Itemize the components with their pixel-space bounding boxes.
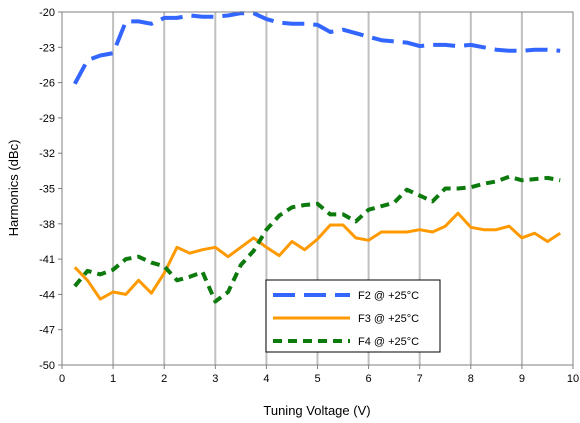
x-tick-label: 5 — [314, 373, 320, 385]
x-tick-label: 6 — [366, 373, 372, 385]
x-tick-label: 1 — [110, 373, 116, 385]
y-tick-label: -41 — [39, 254, 55, 266]
y-axis-ticks: -20 -23 -26 -29 -32 -35 -38 -41 -44 -47 -50 — [39, 7, 62, 372]
x-axis-label: Tuning Voltage (V) — [263, 403, 370, 418]
y-axis-label: Harmonics (dBc) — [6, 140, 21, 237]
plot-border — [61, 11, 574, 366]
y-tick-label: -26 — [39, 78, 55, 90]
series-lines — [73, 11, 562, 304]
series-line-4 — [73, 174, 561, 304]
x-tick-label: 4 — [263, 373, 269, 385]
x-tick-label: 9 — [519, 373, 525, 385]
y-tick-label: -44 — [39, 289, 55, 301]
legend-label-4: F4 @ +25°C — [358, 336, 419, 348]
legend-label-3: F3 @ +25°C — [358, 313, 419, 325]
x-axis-ticks: 0 1 2 3 4 5 6 7 8 9 10 — [59, 365, 579, 385]
x-tick-label: 0 — [59, 373, 65, 385]
y-tick-label: -20 — [39, 7, 55, 19]
y-tick-label: -32 — [39, 148, 55, 160]
y-tick-label: -35 — [39, 184, 55, 196]
x-tick-label: 10 — [567, 373, 579, 385]
y-tick-label: -23 — [39, 42, 55, 54]
series-line-3 — [73, 211, 562, 301]
y-tick-label: -50 — [39, 360, 55, 372]
legend: F2 @ +25°C F3 @ +25°C F4 @ +25°C — [265, 279, 441, 353]
series-line-2 — [73, 11, 561, 85]
legend-label-2: F2 @ +25°C — [358, 290, 419, 302]
y-tick-label: -29 — [39, 113, 55, 125]
x-tick-label: 2 — [161, 373, 167, 385]
x-tick-label: 7 — [417, 373, 423, 385]
y-tick-label: -38 — [39, 219, 55, 231]
y-tick-label: -47 — [39, 325, 55, 337]
x-tick-label: 8 — [468, 373, 474, 385]
x-tick-label: 3 — [212, 373, 218, 385]
